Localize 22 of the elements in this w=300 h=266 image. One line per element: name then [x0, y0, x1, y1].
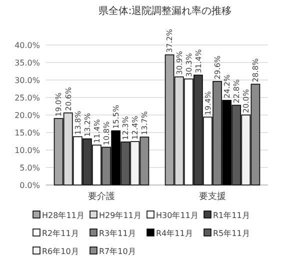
y-tick-label: 10.0%: [14, 146, 40, 155]
legend-label: R4年11月: [156, 229, 193, 238]
legend-label: R6年10月: [42, 247, 79, 256]
legend-label: R3年11月: [99, 229, 136, 238]
y-tick-label: 40.0%: [14, 41, 40, 50]
y-tick-label: 15.0%: [14, 128, 40, 138]
legend-label: R7年10月: [99, 247, 136, 256]
legend-label: R2年11月: [42, 229, 79, 238]
legend-label: R1年11月: [213, 211, 250, 220]
x-tick-label: 要支援: [199, 191, 226, 202]
y-tick-label: 35.0%: [14, 58, 40, 68]
x-tick-label: 要介護: [88, 191, 115, 202]
legend-label: H28年11月: [42, 211, 84, 220]
y-tick-label: 0.0%: [20, 181, 40, 190]
legend-label: H29年11月: [99, 211, 142, 220]
legend-label: H30年11月: [156, 211, 198, 220]
legend-label: R5年11月: [213, 229, 250, 238]
y-tick-label: 25.0%: [14, 94, 40, 102]
y-tick-label: 5.0%: [20, 164, 40, 172]
chart-title: 県全体:退院調整漏れ率の推移: [98, 5, 232, 17]
y-tick-label: 30.0%: [14, 76, 40, 85]
y-tick-label: 20.0%: [14, 111, 40, 120]
